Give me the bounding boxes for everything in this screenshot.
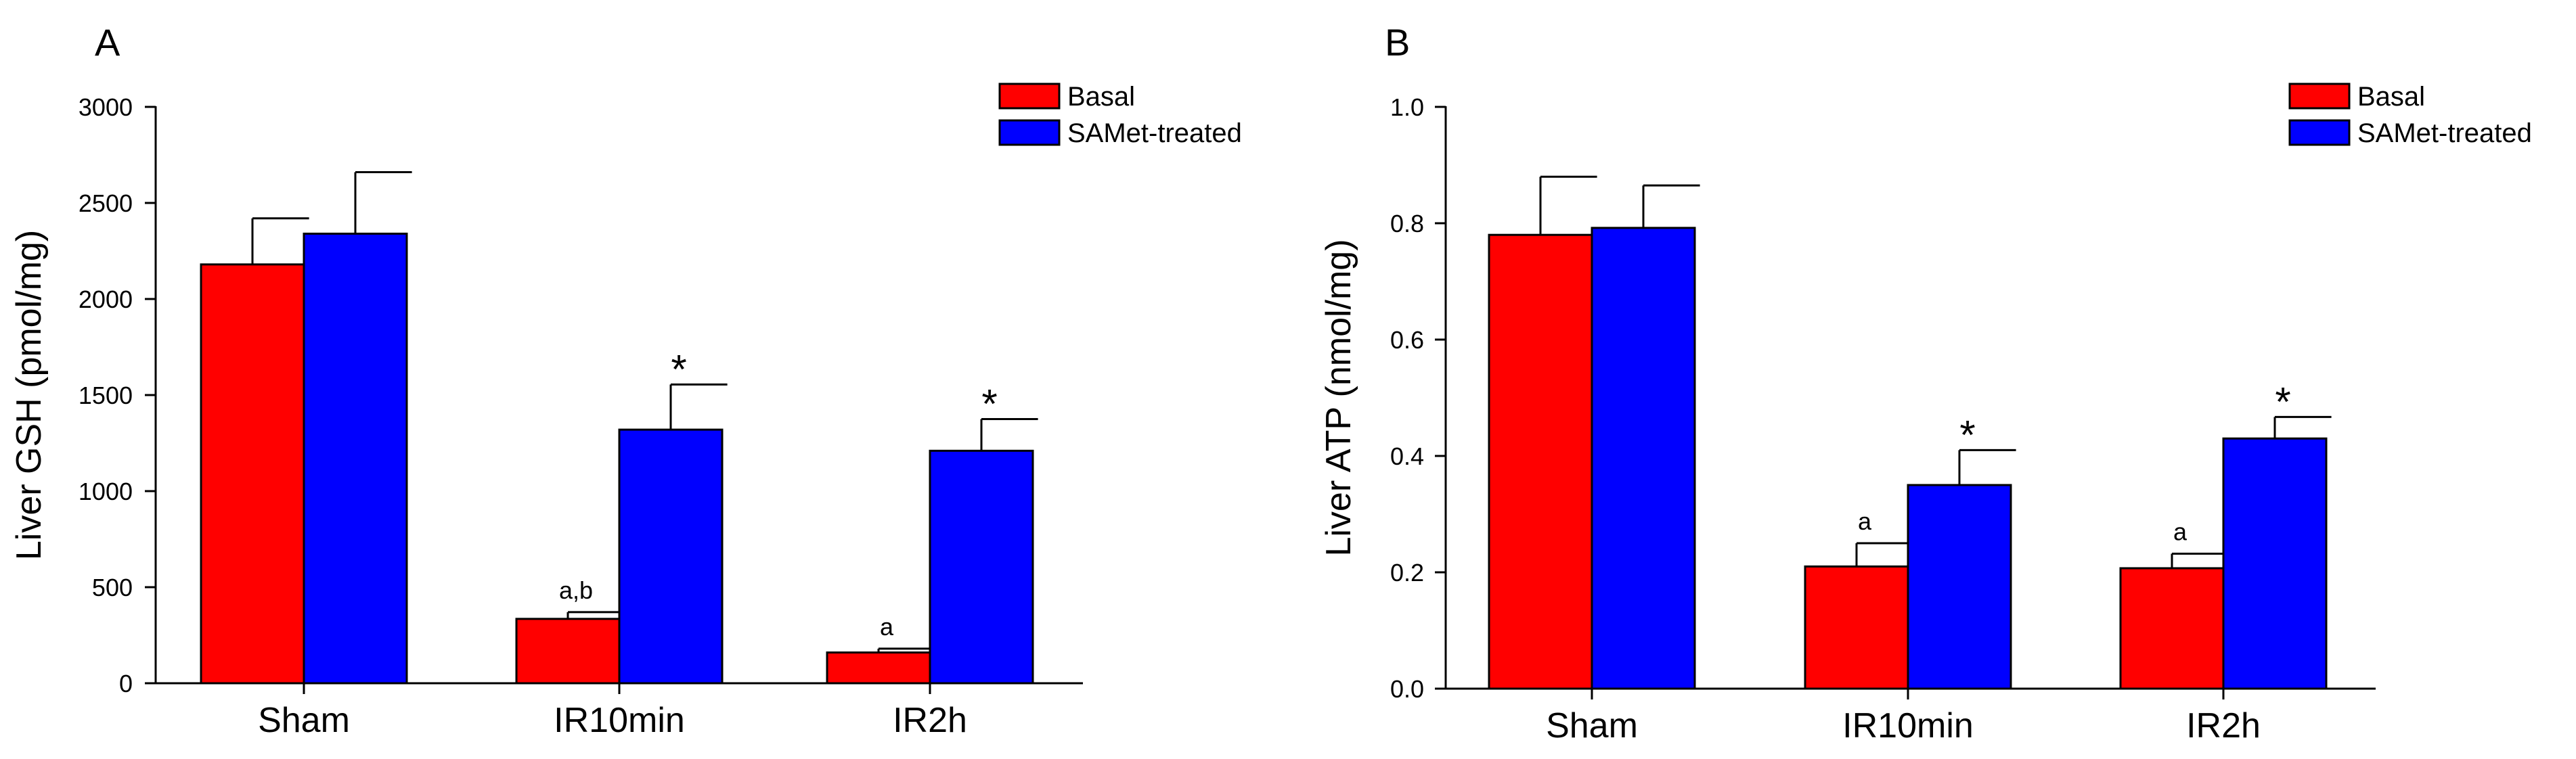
significance-star: *: [671, 346, 686, 392]
legend-label: Basal: [1067, 82, 1135, 112]
y-tick-label: 1.0: [1390, 93, 1424, 121]
panel-letter: A: [95, 21, 120, 64]
significance-star: *: [981, 382, 997, 427]
significance-star: *: [1959, 412, 1975, 457]
bar-samet: [2222, 437, 2328, 690]
y-tick-label: 2000: [79, 285, 133, 313]
x-tick-label: IR10min: [554, 701, 685, 740]
bar-samet: [303, 232, 408, 685]
bar-basal: [200, 263, 305, 685]
significance-label: a: [880, 613, 894, 641]
x-tick-label: Sham: [1546, 706, 1638, 745]
y-tick-label: 0.8: [1390, 210, 1424, 237]
y-tick-label: 2500: [79, 189, 133, 217]
y-axis-title: Liver GSH (pmol/mg): [9, 230, 49, 560]
bar-basal: [1804, 565, 1909, 690]
panel-b: B 0.0 0.2 0.4 0.6 0.8 1.0 Liver ATP (nmol/mg) S…: [1319, 21, 2532, 745]
bar-basal: [826, 651, 931, 685]
panel-letter: B: [1385, 21, 1410, 64]
bar-samet: [929, 449, 1034, 685]
bar-basal: [515, 618, 621, 685]
legend-swatch-samet: [2288, 119, 2351, 146]
legend-swatch-basal: [2288, 83, 2351, 110]
y-tick-label: 1000: [79, 478, 133, 505]
y-tick-label: 1500: [79, 382, 133, 409]
y-axis-title: Liver ATP (nmol/mg): [1319, 239, 1358, 556]
significance-star: *: [2275, 379, 2290, 424]
y-tick-label: 0.4: [1390, 442, 1424, 470]
y-tick-label: 3000: [79, 93, 133, 121]
y-tick-label: 0.6: [1390, 326, 1424, 354]
legend-swatch-basal: [998, 83, 1061, 110]
bar-samet: [1591, 227, 1696, 690]
legend-label: SAMet-treated: [2357, 118, 2532, 148]
y-tick-label: 0.2: [1390, 559, 1424, 586]
bar-basal: [2119, 567, 2225, 690]
y-tick-label: 0: [119, 670, 133, 697]
panel-a: A 0 500 1000 1500 2000 2500 3000 Liver GSH (pmo…: [9, 21, 1242, 740]
y-tick-label: 500: [92, 574, 133, 601]
bar-samet: [618, 428, 724, 685]
legend-label: SAMet-treated: [1067, 118, 1242, 148]
x-tick-label: Sham: [258, 701, 350, 740]
x-tick-label: IR10min: [1842, 706, 1974, 745]
y-tick-label: 0.0: [1390, 675, 1424, 703]
legend-label: Basal: [2357, 82, 2425, 112]
bar-basal: [1488, 233, 1593, 690]
x-tick-label: IR2h: [893, 701, 967, 740]
bar-samet: [1907, 484, 2012, 690]
x-tick-label: IR2h: [2186, 706, 2261, 745]
significance-label: a: [1858, 507, 1872, 535]
significance-label: a: [2173, 518, 2188, 545]
legend-swatch-samet: [998, 119, 1061, 146]
significance-label: a,b: [559, 576, 593, 604]
